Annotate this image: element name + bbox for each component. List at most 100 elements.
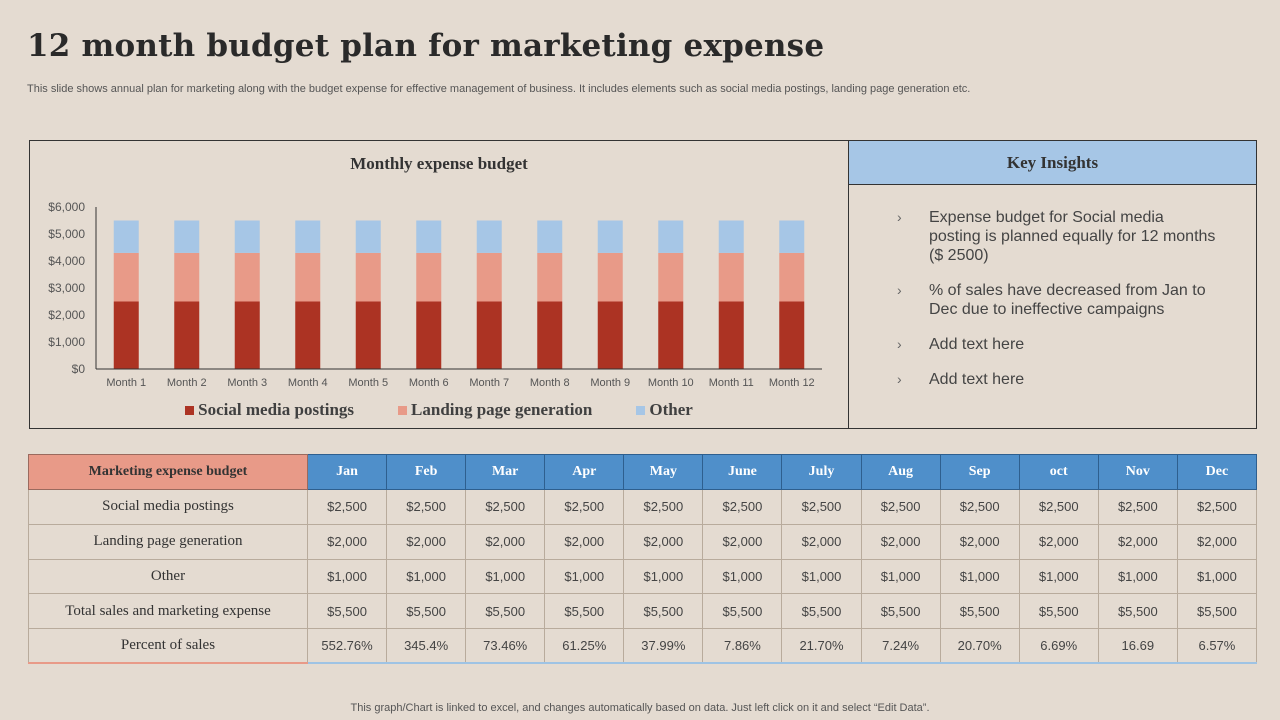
y-tick-label: $6,000 [48, 200, 85, 214]
table-cell: $2,000 [306, 523, 388, 560]
table-cell: $2,500 [781, 489, 862, 525]
table-cell: $5,500 [465, 593, 546, 630]
table-row: Landing page generation $2,000 $2,000 $2,00… [28, 523, 1258, 560]
table-cell: 21.70% [781, 628, 862, 665]
chevron-right-icon: › [897, 282, 902, 298]
x-tick-label: Month 10 [648, 377, 694, 389]
table-cell: $2,000 [623, 523, 704, 560]
table-cell: $5,500 [860, 593, 941, 630]
table-cell: $5,500 [1097, 593, 1178, 630]
table-row: Social media postings $2,500 $2,500 $2,500 $… [28, 489, 1258, 525]
table-cell: 7.86% [702, 628, 783, 665]
bar-segment-0 [295, 301, 321, 369]
insight-item: › Add text here [897, 335, 1216, 354]
table-cell: $1,000 [386, 558, 467, 595]
legend-item: Other [636, 400, 693, 420]
month-header: oct [1018, 454, 1099, 490]
table-header-row: Marketing expense budget Jan Feb Mar Apr… [28, 454, 1258, 490]
insights-title: Key Insights [849, 141, 1256, 185]
chart-panel[interactable]: Monthly expense budget $0 $1,000 $2,000 $3,… [29, 140, 849, 429]
bar-segment-0 [658, 301, 684, 369]
bar-segment-1 [537, 252, 563, 302]
month-header: July [781, 454, 862, 490]
bar-segment-2 [658, 220, 684, 253]
table-row: Other $1,000 $1,000 $1,000 $1,000 $1,000 $1,00… [28, 558, 1258, 595]
month-header: Jan [306, 454, 388, 490]
table-cell: $2,500 [544, 489, 625, 525]
bar-segment-1 [416, 252, 442, 302]
table-cell: $1,000 [702, 558, 783, 595]
bar-segment-2 [718, 220, 744, 253]
month-header: Apr [544, 454, 625, 490]
bar-segment-0 [234, 301, 260, 369]
table-cell: 7.24% [860, 628, 941, 665]
table-cell: $1,000 [1097, 558, 1178, 595]
month-header: Dec [1176, 454, 1258, 490]
row-label: Other [28, 558, 308, 595]
insight-text[interactable]: Add text here [929, 336, 1025, 353]
row-label: Total sales and marketing expense [28, 593, 308, 630]
table-cell: $2,000 [544, 523, 625, 560]
legend-label: Social media postings [198, 400, 355, 419]
table-cell: 345.4% [386, 628, 467, 665]
table-cell: $5,500 [306, 593, 388, 630]
table-cell: $1,000 [544, 558, 625, 595]
table-cell: $5,500 [386, 593, 467, 630]
month-header: Feb [386, 454, 467, 490]
bar-segment-2 [234, 220, 260, 253]
month-header: June [702, 454, 783, 490]
table-cell: $5,500 [939, 593, 1020, 630]
bar-segment-1 [658, 252, 684, 302]
month-header: May [623, 454, 704, 490]
table-cell: $1,000 [623, 558, 704, 595]
table-cell: $5,500 [544, 593, 625, 630]
chart-title: Monthly expense budget [350, 154, 528, 173]
x-tick-label: Month 7 [469, 377, 509, 389]
legend-swatch [398, 405, 408, 415]
table-cell: $2,500 [1097, 489, 1178, 525]
bar-segment-2 [597, 220, 623, 253]
table-cell: $5,500 [702, 593, 783, 630]
table-cell: $2,500 [623, 489, 704, 525]
table-cell: $1,000 [306, 558, 388, 595]
month-header: Aug [860, 454, 941, 490]
bar-segment-0 [779, 301, 805, 369]
table-cell: $2,000 [1097, 523, 1178, 560]
bar-segment-0 [174, 301, 200, 369]
table-cell: $1,000 [939, 558, 1020, 595]
insight-text[interactable]: Add text here [929, 371, 1025, 388]
legend-item: Landing page generation [398, 400, 592, 420]
table-cell: $2,000 [386, 523, 467, 560]
row-label: Social media postings [28, 489, 308, 525]
row-label: Percent of sales [28, 628, 308, 665]
y-tick-label: $4,000 [48, 254, 85, 268]
table-cell: $2,500 [1176, 489, 1258, 525]
x-tick-label: Month 11 [709, 377, 754, 389]
table-cell: $5,500 [1176, 593, 1258, 630]
budget-table: Marketing expense budget Jan Feb Mar Apr… [28, 454, 1258, 665]
table-header-label: Marketing expense budget [28, 454, 308, 490]
footer-note: This graph/Chart is linked to excel, and… [350, 702, 930, 714]
bar-segment-0 [416, 301, 442, 369]
table-cell: 6.57% [1176, 628, 1258, 665]
bar-segment-1 [597, 252, 623, 302]
legend-label: Landing page generation [411, 400, 593, 419]
table-cell: $5,500 [1018, 593, 1099, 630]
insight-item: › Expense budget for Social media posting… [897, 208, 1216, 265]
bar-segment-1 [234, 252, 260, 302]
insights-list: › Expense budget for Social media posting… [849, 185, 1256, 389]
legend-item: Social media postings [185, 400, 354, 420]
y-tick-label: $0 [72, 362, 86, 376]
table-cell: $2,500 [386, 489, 467, 525]
table-cell: $2,500 [939, 489, 1020, 525]
table-cell: $1,000 [781, 558, 862, 595]
chevron-right-icon: › [897, 336, 902, 352]
table-cell: $5,500 [623, 593, 704, 630]
bar-segment-2 [113, 220, 139, 253]
bar-segment-0 [537, 301, 563, 369]
table-cell: $2,000 [781, 523, 862, 560]
bar-segment-1 [113, 252, 139, 302]
bar-segment-2 [416, 220, 442, 253]
bar-segment-1 [295, 252, 321, 302]
insights-panel: Key Insights › Expense budget for Social … [849, 140, 1257, 429]
